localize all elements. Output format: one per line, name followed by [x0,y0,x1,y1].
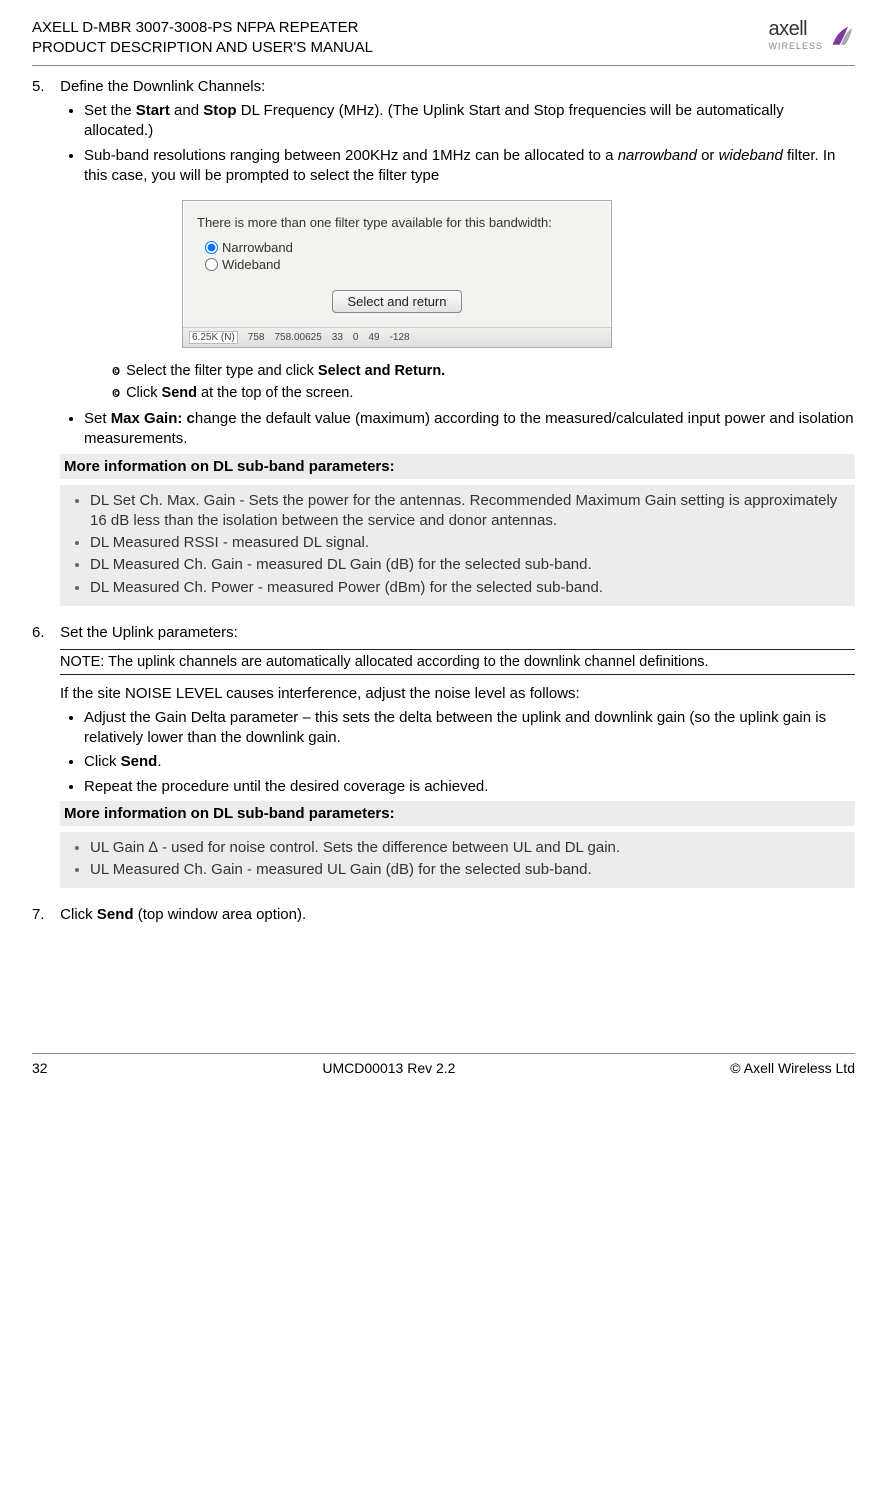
radio-narrowband-input[interactable] [205,241,218,254]
radio-wideband[interactable]: Wideband [205,257,597,272]
step6-bullet2: Click Send. [84,752,855,772]
footer-cell-4: 33 [332,332,343,343]
footer-cell-1: 6.25K (N) [189,331,238,344]
step-6: 6. Set the Uplink parameters: NOTE: The … [32,624,855,889]
radio-narrowband-label: Narrowband [222,240,293,255]
footer-copyright: © Axell Wireless Ltd [730,1060,855,1076]
info2-title: More information on DL sub-band paramete… [60,801,855,826]
footer-cell-7: -128 [390,332,410,343]
brand-logo: axell WIRELESS [768,18,855,51]
info1-item3: DL Measured Ch. Gain - measured DL Gain … [90,555,849,575]
page-footer: 32 UMCD00013 Rev 2.2 © Axell Wireless Lt… [32,1053,855,1076]
footer-doc-rev: UMCD00013 Rev 2.2 [322,1060,455,1076]
radio-wideband-input[interactable] [205,258,218,271]
filter-dialog: There is more than one filter type avail… [182,200,612,348]
step-7: 7. Click Send (top window area option). [32,906,855,923]
step5-num: 5. [32,78,56,95]
header-title-block: AXELL D-MBR 3007-3008-PS NFPA REPEATER P… [32,18,373,57]
info1-item1: DL Set Ch. Max. Gain - Sets the power fo… [90,491,849,532]
footer-page-num: 32 [32,1060,48,1076]
radio-narrowband[interactable]: Narrowband [205,240,597,255]
step6-title: Set the Uplink parameters: [60,624,238,641]
header-line2: PRODUCT DESCRIPTION AND USER'S MANUAL [32,38,373,58]
info2-item1: UL Gain ∆ - used for noise control. Sets… [90,838,849,858]
step6-bullet3: Repeat the procedure until the desired c… [84,777,855,797]
step5-sub1: oSelect the filter type and click Select… [130,362,855,382]
step5-bullet2: Sub-band resolutions ranging between 200… [84,146,855,187]
info2-item2: UL Measured Ch. Gain - measured UL Gain … [90,860,849,880]
footer-cell-2: 758 [248,332,265,343]
dialog-footer-row: 6.25K (N) 758 758.00625 33 0 49 -128 [183,327,611,347]
dialog-title: There is more than one filter type avail… [197,215,597,230]
header-line1: AXELL D-MBR 3007-3008-PS NFPA REPEATER [32,18,373,38]
step6-after: If the site NOISE LEVEL causes interfere… [60,685,855,702]
page-header: AXELL D-MBR 3007-3008-PS NFPA REPEATER P… [32,18,855,66]
step6-num: 6. [32,624,56,641]
step7-num: 7. [32,906,56,923]
info1-box: DL Set Ch. Max. Gain - Sets the power fo… [60,485,855,606]
step-5: 5. Define the Downlink Channels: Set the… [32,78,855,606]
info2-box: UL Gain ∆ - used for noise control. Sets… [60,832,855,889]
logo-text: axell [768,18,823,41]
step5-title: Define the Downlink Channels: [60,78,265,95]
footer-cell-6: 49 [368,332,379,343]
step7-text: Click Send (top window area option). [60,906,306,923]
step5-bullet3: Set Max Gain: change the default value (… [84,409,855,450]
radio-wideband-label: Wideband [222,257,281,272]
step5-bullet1: Set the Start and Stop DL Frequency (MHz… [84,101,855,142]
logo-icon [827,21,855,49]
select-and-return-button[interactable]: Select and return [332,290,461,313]
info1-item4: DL Measured Ch. Power - measured Power (… [90,578,849,598]
info1-item2: DL Measured RSSI - measured DL signal. [90,533,849,553]
footer-cell-3: 758.00625 [274,332,321,343]
step5-sub2: oClick Send at the top of the screen. [130,384,855,404]
filter-dialog-screenshot: There is more than one filter type avail… [182,200,855,348]
logo-subtext: WIRELESS [768,41,823,51]
footer-cell-5: 0 [353,332,359,343]
step6-note: NOTE: The uplink channels are automatica… [60,649,855,675]
step6-bullet1: Adjust the Gain Delta parameter – this s… [84,708,855,749]
info1-title: More information on DL sub-band paramete… [60,454,855,479]
